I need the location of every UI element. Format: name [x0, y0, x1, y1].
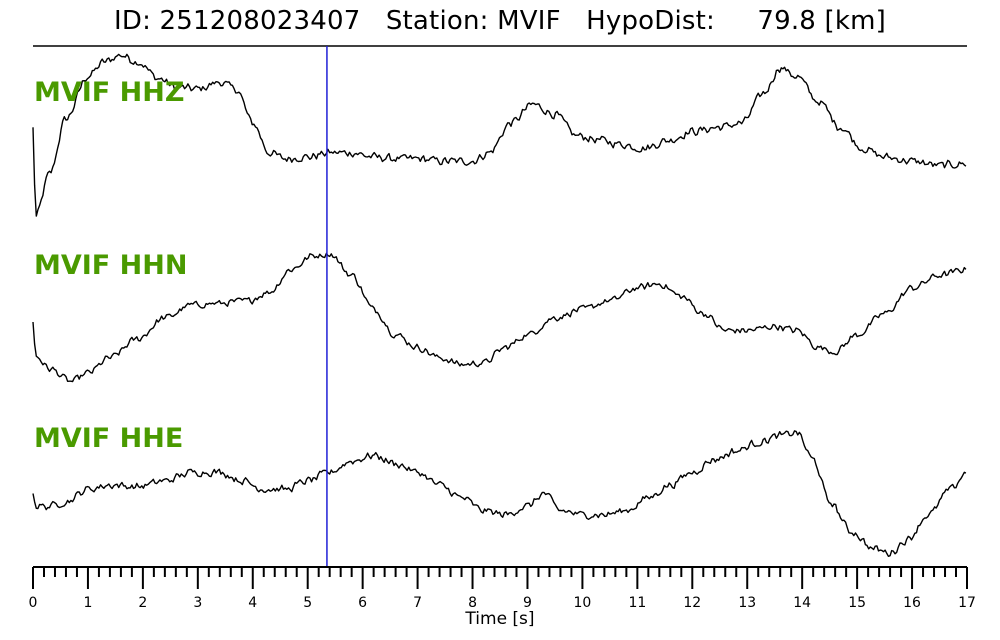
trace-mvif-hhz	[32, 53, 967, 217]
x-tick-label: 12	[683, 595, 701, 611]
x-tick-label: 16	[903, 595, 921, 611]
x-tick-label: 14	[793, 595, 811, 611]
channel-label-hhz: MVIF HHZ	[34, 77, 184, 108]
traces-group	[32, 53, 967, 557]
x-tick-label: 1	[83, 595, 92, 611]
x-tick-label: 8	[468, 595, 477, 611]
x-tick-label: 15	[848, 595, 866, 611]
x-tick-label: 4	[248, 595, 257, 611]
x-tick-label: 13	[738, 595, 756, 611]
trace-mvif-hhn	[32, 252, 967, 383]
x-tick-label: 0	[29, 595, 38, 611]
x-tick-label: 6	[358, 595, 367, 611]
x-tick-label: 2	[138, 595, 147, 611]
x-tick-label: 5	[303, 595, 312, 611]
x-tick-label: 10	[573, 595, 591, 611]
channel-label-hhn: MVIF HHN	[34, 250, 187, 281]
x-axis-label: Time [s]	[464, 609, 534, 629]
page-title: ID: 251208023407 Station: MVIF HypoDist:…	[114, 6, 886, 36]
channel-label-hhe: MVIF HHE	[34, 423, 183, 454]
x-tick-label: 9	[523, 595, 532, 611]
x-axis: 0 1 2 3 4 5 6 7 8 9 10 11 12 13 14 15 16 17	[29, 566, 976, 611]
x-tick-label: 7	[413, 595, 422, 611]
trace-mvif-hhe	[32, 430, 967, 557]
x-tick-label: 3	[193, 595, 202, 611]
x-tick-label: 17	[958, 595, 976, 611]
x-tick-label: 11	[628, 595, 646, 611]
